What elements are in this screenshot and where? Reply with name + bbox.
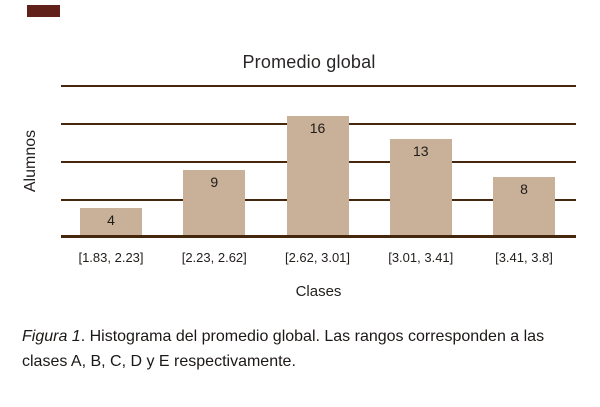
caption-figure-number: Figura 1 [22,328,81,345]
ticks-row: [1.83, 2.23] [2.23, 2.62] [2.62, 3.01] [3.0… [61,250,576,265]
bar: 4 [80,207,142,238]
plot-area: 4 9 16 13 8 [61,85,576,238]
x-axis-baseline [61,235,576,238]
chart-title: Promedio global [242,52,376,72]
x-tick-label: [3.41, 3.8] [495,250,553,265]
caption-line2: clases A, B, C, D y E respectivamente. [22,353,296,370]
bars-row: 4 9 16 13 8 [61,86,576,238]
x-tick-label: [3.01, 3.41] [388,250,454,265]
bar-value-label: 8 [520,181,528,198]
x-tick-label: [2.23, 2.62] [181,250,247,265]
corner-marker [27,5,60,17]
x-axis-label: Clases [295,283,342,300]
bar: 16 [286,116,349,238]
x-tick-label: [2.62, 3.01] [284,250,351,265]
bar-value-label: 4 [107,211,115,228]
y-axis-label: Alumnos [22,129,39,193]
bar: 9 [183,169,246,238]
x-tick-label: [1.83, 2.23] [78,250,144,265]
caption-line1: . Histograma del promedio global. Las ra… [80,328,545,345]
figure-caption: Figura 1. Histograma del promedio global… [22,324,582,374]
bar-value-label: 16 [309,120,326,137]
bar-value-label: 9 [210,173,219,190]
bar: 8 [493,177,555,238]
bar-value-label: 13 [412,143,429,160]
gridline [61,85,576,87]
bar: 13 [389,139,452,238]
